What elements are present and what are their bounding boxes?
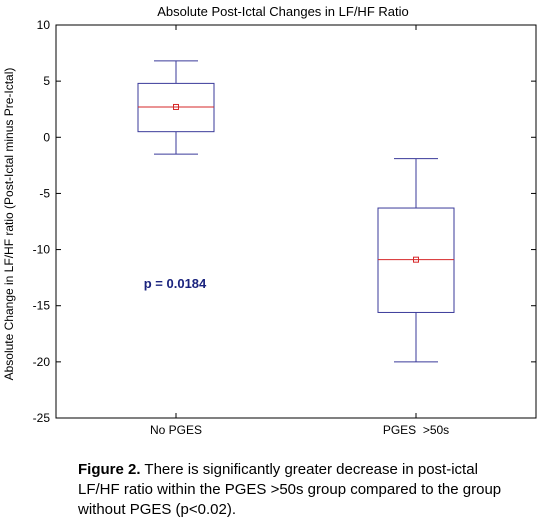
y-tick-label: -25 — [33, 411, 51, 425]
plot-frame — [55, 24, 537, 419]
plot-area-border — [55, 24, 537, 419]
y-tick-label: -10 — [33, 243, 51, 257]
mean-marker — [413, 256, 419, 263]
box-1 — [377, 158, 455, 363]
y-axis-label: Absolute Change in LF/HF ratio (Post-Ict… — [2, 68, 16, 381]
figure-caption: Figure 2. There is significantly greater… — [78, 460, 518, 520]
chart-title: Absolute Post-Ictal Changes in LF/HF Rat… — [157, 4, 408, 19]
y-tick-label: 5 — [43, 74, 50, 88]
y-tick-label: 0 — [43, 130, 50, 144]
caption-label: Figure 2. — [78, 461, 141, 478]
x-tick-label: PGES >50s — [383, 423, 449, 437]
y-tick-label: -5 — [39, 186, 50, 200]
mean-marker — [173, 103, 179, 110]
x-axis-ticks: No PGES PGES >50s — [150, 25, 449, 437]
y-axis-ticks: 10 5 0 -5 -10 -15 -20 -25 — [33, 18, 536, 425]
caption-text: There is significantly greater decrease … — [78, 461, 502, 518]
box-series — [137, 60, 455, 363]
y-tick-label: 10 — [37, 18, 51, 32]
p-value-annotation: p = 0.0184 — [144, 276, 207, 291]
x-tick-label: No PGES — [150, 423, 202, 437]
box-0 — [137, 60, 215, 155]
box-plot-chart: Absolute Post-Ictal Changes in LF/HF Rat… — [2, 4, 537, 437]
y-tick-label: -15 — [33, 299, 51, 313]
iqr-box — [137, 82, 215, 133]
iqr-box — [377, 207, 455, 313]
y-tick-label: -20 — [33, 355, 51, 369]
